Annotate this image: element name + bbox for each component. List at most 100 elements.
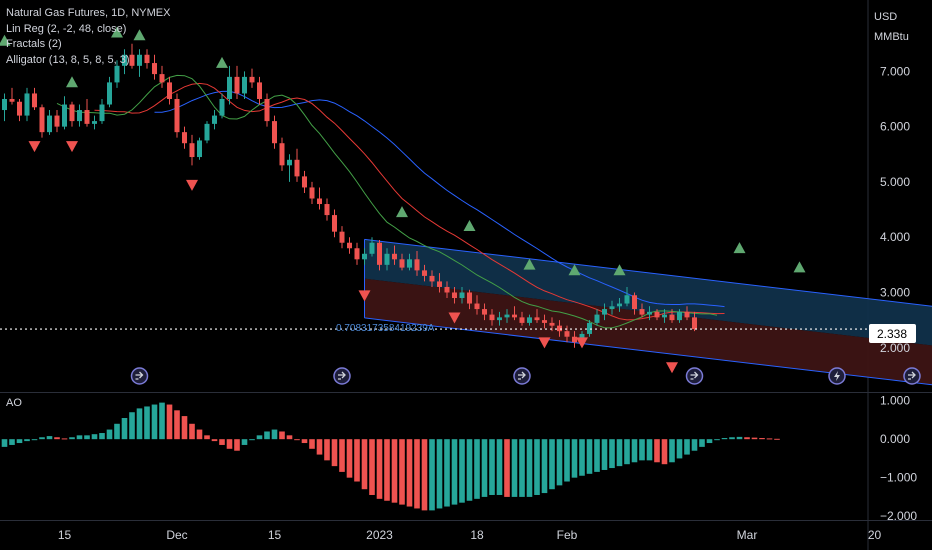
ao-bar <box>519 439 525 497</box>
candle-body <box>242 76 247 94</box>
candle <box>287 154 292 182</box>
ao-bar <box>429 439 435 511</box>
ao-bar <box>676 439 683 459</box>
ao-bar <box>9 439 15 445</box>
fractal-down-marker <box>538 337 551 349</box>
ao-bar <box>24 439 30 442</box>
ao-bar <box>219 439 225 445</box>
candle-body <box>84 110 90 124</box>
candle-body <box>219 98 225 116</box>
candle-body <box>459 292 465 299</box>
candle <box>114 60 120 88</box>
event-markers <box>130 367 921 385</box>
candle-body <box>452 292 457 299</box>
legend-fractals[interactable]: Fractals (2) <box>6 38 62 50</box>
ao-bar <box>534 439 540 495</box>
candle <box>47 110 52 135</box>
candle <box>99 98 105 124</box>
ao-bar <box>526 439 533 497</box>
event-arrow-icon[interactable] <box>513 367 531 385</box>
candle <box>54 110 60 133</box>
alligator-lips-line <box>56 74 718 329</box>
candle-body <box>504 314 510 318</box>
ao-bar <box>264 431 270 440</box>
candle-body <box>519 317 525 323</box>
candle <box>302 170 307 193</box>
candle <box>557 320 562 337</box>
ao-bar <box>421 439 428 511</box>
channel-lower-fill <box>364 278 932 385</box>
candle-body <box>212 115 217 124</box>
ao-bar <box>669 439 675 463</box>
ao-bar <box>31 439 38 441</box>
price-tick-label: 4.000 <box>880 230 910 244</box>
ao-bar <box>631 439 638 463</box>
candle-body <box>512 314 517 318</box>
candle <box>32 87 37 111</box>
event-arrow-icon[interactable] <box>903 367 921 385</box>
candle <box>482 303 487 321</box>
candle-body <box>429 275 435 282</box>
candle-body <box>407 259 412 268</box>
candle-body <box>534 317 540 321</box>
time-tick-label: 20 <box>868 528 882 542</box>
ao-bar <box>489 439 495 495</box>
legend-linreg[interactable]: Lin Reg (2, -2, 48, close) <box>6 22 127 35</box>
fractal-down-marker <box>576 337 588 349</box>
candle <box>264 93 270 127</box>
candle-body <box>489 314 495 321</box>
candle-body <box>32 93 37 108</box>
fractal-up-marker <box>133 29 146 41</box>
legend-alligator[interactable]: Alligator (13, 8, 5, 8, 5, 3) <box>6 53 130 66</box>
candle-body <box>467 292 472 304</box>
candle <box>512 306 517 321</box>
ao-bar <box>61 438 68 440</box>
candle-body <box>647 311 652 315</box>
fractal-up-marker <box>568 264 581 276</box>
ao-bar <box>481 439 488 497</box>
ao-bar <box>751 437 758 440</box>
ao-bar <box>354 439 360 482</box>
ao-bar <box>684 439 690 455</box>
candle-body <box>654 311 660 318</box>
candle <box>294 148 300 182</box>
candle-body <box>77 110 82 122</box>
candle-body <box>474 303 480 310</box>
ao-bar <box>376 439 383 499</box>
ao-bar <box>84 435 90 440</box>
candle-body <box>632 295 637 310</box>
candle <box>392 245 397 265</box>
ao-bar <box>279 431 285 440</box>
linreg-value-label: 0.708317358419239A <box>336 323 435 334</box>
fractal-down-marker <box>186 179 198 191</box>
candle-body <box>684 311 690 318</box>
candle-body <box>482 309 487 315</box>
candle-body <box>594 314 600 323</box>
time-tick-label: 15 <box>58 528 72 542</box>
candle-body <box>609 306 615 310</box>
candle-body <box>17 101 22 116</box>
ao-bar <box>166 404 173 440</box>
candle-body <box>114 65 120 83</box>
candle <box>144 49 150 69</box>
candle-body <box>62 104 67 127</box>
time-tick-label: 15 <box>268 528 282 542</box>
fractal-up-marker <box>111 26 123 38</box>
ao-tick-label: −1.000 <box>880 471 917 485</box>
ao-bar <box>474 439 480 499</box>
candle-body <box>662 314 667 318</box>
ao-bar <box>586 439 593 474</box>
event-bolt-icon[interactable] <box>828 367 846 385</box>
candle <box>602 303 607 321</box>
ao-bar <box>241 439 248 445</box>
candle <box>654 309 660 321</box>
ao-bar <box>571 439 578 478</box>
candle <box>489 309 495 326</box>
time-tick-label: Mar <box>737 528 758 542</box>
ao-bar <box>406 439 413 507</box>
ao-bar <box>346 439 353 478</box>
event-arrow-icon[interactable] <box>333 367 351 385</box>
event-arrow-icon[interactable] <box>685 367 704 385</box>
event-arrow-icon[interactable] <box>130 367 149 385</box>
